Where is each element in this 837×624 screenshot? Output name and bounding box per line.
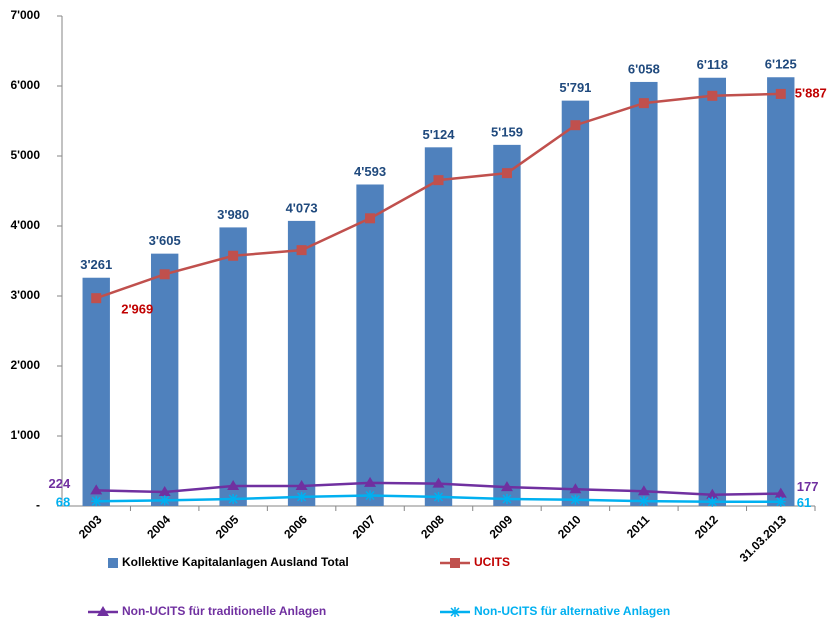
line-marker [570, 120, 581, 131]
legend-marker [97, 606, 109, 616]
line-marker [501, 168, 512, 179]
line-marker [707, 496, 718, 507]
line-marker [296, 491, 307, 502]
y-tick-label: 4'000 [10, 218, 40, 232]
bar [493, 144, 521, 506]
line-marker [637, 485, 650, 496]
bar-value-label: 4'593 [354, 164, 386, 179]
line-marker [638, 496, 649, 507]
line-value-label: 68 [56, 495, 70, 510]
y-tick-label: - [36, 498, 40, 512]
line-marker [707, 90, 718, 101]
bar-value-label: 3'261 [80, 257, 112, 272]
legend-label: UCITS [474, 555, 510, 569]
x-tick-label: 2006 [281, 512, 310, 541]
x-tick-label: 2012 [692, 512, 721, 541]
line-marker [295, 480, 308, 491]
line-value-label: 2'969 [121, 302, 153, 317]
bar-value-label: 6'058 [628, 61, 660, 76]
bar [287, 220, 316, 506]
line-value-label: 224 [49, 476, 71, 491]
bar-value-label: 4'073 [286, 200, 318, 215]
legend-label: Kollektive Kapitalanlagen Ausland Total [122, 555, 349, 569]
line-marker [706, 488, 719, 499]
x-tick-label: 2008 [418, 512, 447, 541]
bar [424, 147, 453, 506]
y-tick-label: 3'000 [10, 288, 40, 302]
line-marker [365, 490, 376, 501]
line-marker [158, 486, 171, 496]
line-marker [775, 88, 786, 99]
line-marker [227, 480, 240, 491]
legend-marker [450, 558, 460, 568]
line-marker [775, 496, 786, 507]
bar-value-label: 5'124 [422, 127, 455, 142]
line-marker [774, 487, 787, 498]
bar-value-label: 5'159 [491, 124, 523, 139]
y-tick-label: 7'000 [10, 8, 40, 22]
line-marker [433, 175, 444, 186]
bar [698, 77, 727, 507]
line-marker [90, 484, 103, 495]
line-marker [159, 269, 170, 280]
y-tick-label: 5'000 [10, 148, 40, 162]
bar-value-label: 5'791 [559, 80, 591, 95]
x-tick-label: 2005 [213, 512, 242, 541]
legend-label: Non-UCITS für alternative Anlagen [474, 604, 670, 618]
legend-key [108, 558, 118, 568]
x-tick-label: 2010 [555, 512, 584, 541]
y-tick-label: 1'000 [10, 428, 40, 442]
legend-marker [450, 607, 460, 617]
line-value-label: 177 [797, 479, 819, 494]
bar-value-label: 6'125 [765, 57, 797, 72]
line-marker [433, 491, 444, 502]
y-tick-label: 6'000 [10, 78, 40, 92]
line-marker [570, 494, 581, 505]
bar [767, 77, 795, 506]
bar [150, 253, 179, 506]
x-tick-label: 2009 [487, 512, 516, 541]
x-tick-label: 2007 [350, 512, 379, 541]
line-marker [638, 98, 649, 109]
line-value-label: 5'887 [795, 85, 827, 100]
line-marker [501, 494, 512, 504]
line-marker [228, 250, 239, 261]
x-tick-label: 2011 [624, 512, 653, 541]
legend-label: Non-UCITS für traditionelle Anlagen [122, 604, 326, 618]
line-marker [91, 496, 102, 507]
bar-value-label: 3'605 [149, 233, 181, 248]
line-marker [569, 483, 582, 494]
line-marker [91, 293, 102, 304]
bar-value-label: 6'118 [697, 57, 728, 72]
line-marker [159, 495, 170, 506]
line-marker [296, 245, 307, 256]
line-value-label: 61 [797, 495, 811, 510]
bar [82, 277, 110, 506]
line-marker [500, 481, 513, 492]
x-tick-label: 2003 [76, 512, 105, 541]
y-tick-label: 2'000 [10, 358, 40, 372]
bar [630, 81, 658, 506]
line-marker [365, 213, 376, 224]
line-marker [364, 476, 377, 487]
bar [219, 227, 247, 506]
bar-value-label: 3'980 [217, 207, 249, 222]
x-tick-label: 31.03.2013 [737, 512, 790, 565]
bar [561, 100, 590, 506]
line-marker [228, 494, 239, 504]
line-marker [432, 477, 445, 488]
bar [356, 184, 384, 507]
x-tick-label: 2004 [144, 512, 173, 541]
